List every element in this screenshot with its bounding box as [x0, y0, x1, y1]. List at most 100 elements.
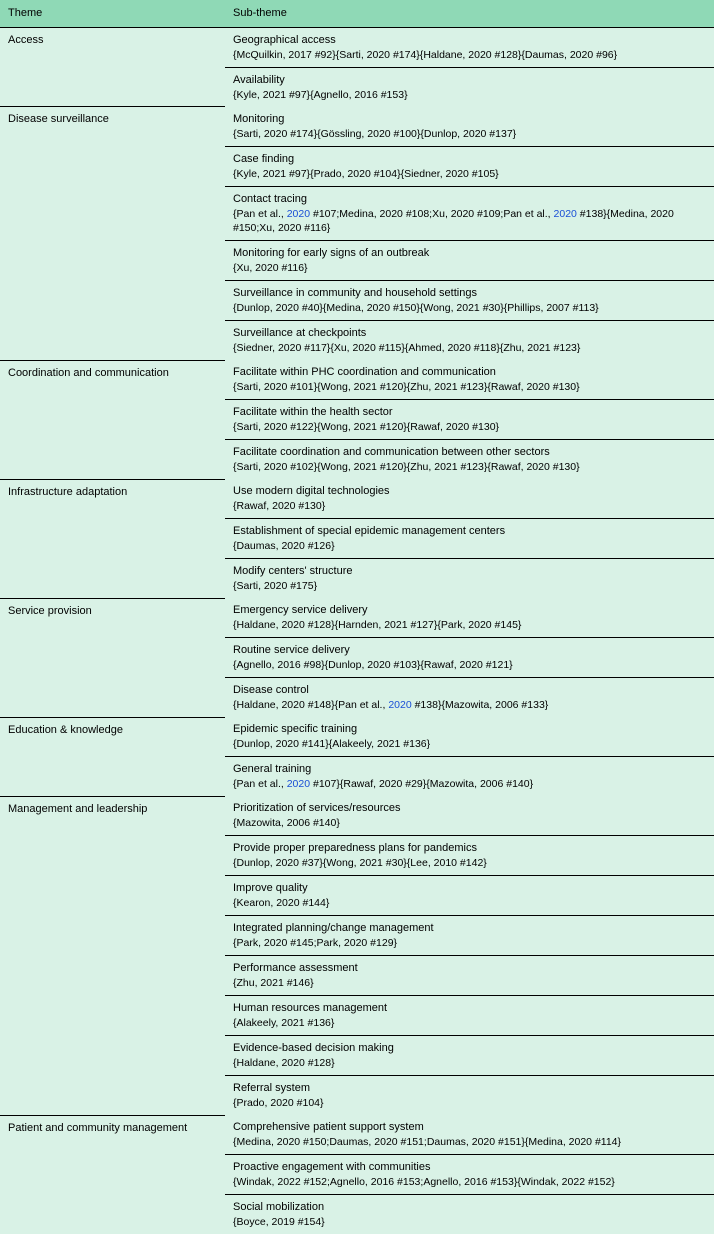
theme-label: Education & knowledge — [8, 724, 123, 736]
subtheme-refs: {Medina, 2020 #150;Daumas, 2020 #151;Dau… — [233, 1135, 706, 1149]
subtheme-title: Disease control — [233, 683, 706, 698]
subtheme-title: Availability — [233, 73, 706, 88]
subtheme-cell: Comprehensive patient support system{Med… — [225, 1115, 714, 1155]
theme-label: Coordination and communication — [8, 367, 169, 379]
subtheme-refs: {Kyle, 2021 #97}{Agnello, 2016 #153} — [233, 88, 706, 102]
table-row: Coordination and communication Facilitate… — [0, 360, 714, 400]
subtheme-title: Routine service delivery — [233, 643, 706, 658]
table-row: Management and leadership Prioritization … — [0, 796, 714, 836]
theme-label: Service provision — [8, 605, 92, 617]
subtheme-title: Case finding — [233, 152, 706, 167]
themes-table: Theme Sub-theme AccessGeographical acces… — [0, 0, 714, 1234]
theme-cell: Disease surveillance — [0, 107, 225, 360]
subtheme-cell: Facilitate coordination and communicatio… — [225, 440, 714, 480]
theme-cell: Management and leadership — [0, 796, 225, 1115]
subtheme-cell: Evidence-based decision making{Haldane, … — [225, 1036, 714, 1076]
subtheme-cell: Facilitate within PHC coordination and c… — [225, 360, 714, 400]
subtheme-cell: Routine service delivery{Agnello, 2016 #… — [225, 638, 714, 678]
subtheme-cell: Performance assessment{Zhu, 2021 #146} — [225, 956, 714, 996]
theme-label: Infrastructure adaptation — [8, 486, 127, 498]
subtheme-cell: Facilitate within the health sector{Sart… — [225, 400, 714, 440]
subtheme-title: Improve quality — [233, 881, 706, 896]
subtheme-title: Use modern digital technologies — [233, 484, 706, 499]
subtheme-cell: Integrated planning/change management{Pa… — [225, 916, 714, 956]
header-row: Theme Sub-theme — [0, 0, 714, 27]
subtheme-cell: Disease control{Haldane, 2020 #148}{Pan … — [225, 678, 714, 718]
subtheme-cell: Referral system{Prado, 2020 #104} — [225, 1076, 714, 1116]
subtheme-refs: {Kearon, 2020 #144} — [233, 896, 706, 910]
subtheme-refs: {Alakeely, 2021 #136} — [233, 1016, 706, 1030]
subtheme-refs: {Daumas, 2020 #126} — [233, 539, 706, 553]
table-row: AccessGeographical access{McQuilkin, 201… — [0, 27, 714, 67]
table-row: Patient and community management Comprehe… — [0, 1115, 714, 1155]
subtheme-refs: {Sarti, 2020 #101}{Wong, 2021 #120}{Zhu,… — [233, 380, 706, 394]
subtheme-cell: Geographical access{McQuilkin, 2017 #92}… — [225, 27, 714, 67]
theme-label: Patient and community management — [8, 1122, 187, 1134]
theme-cell: Coordination and communication — [0, 360, 225, 479]
subtheme-refs: {Pan et al., 2020 #107}{Rawaf, 2020 #29}… — [233, 777, 706, 791]
subtheme-cell: Proactive engagement with communities{Wi… — [225, 1155, 714, 1195]
subtheme-cell: Modify centers' structure{Sarti, 2020 #1… — [225, 559, 714, 599]
subtheme-cell: Contact tracing{Pan et al., 2020 #107;Me… — [225, 186, 714, 240]
subtheme-cell: Surveillance at checkpoints{Siedner, 202… — [225, 321, 714, 361]
subtheme-refs: {Sarti, 2020 #102}{Wong, 2021 #120}{Zhu,… — [233, 460, 706, 474]
subtheme-title: Monitoring for early signs of an outbrea… — [233, 246, 706, 261]
subtheme-title: Proactive engagement with communities — [233, 1160, 706, 1175]
subtheme-title: Social mobilization — [233, 1200, 706, 1215]
subtheme-refs: {Agnello, 2016 #98}{Dunlop, 2020 #103}{R… — [233, 658, 706, 672]
theme-cell: Infrastructure adaptation — [0, 479, 225, 598]
subtheme-cell: Monitoring{Sarti, 2020 #174}{Gössling, 2… — [225, 107, 714, 147]
subtheme-refs: {Zhu, 2021 #146} — [233, 976, 706, 990]
col-subtheme: Sub-theme — [225, 0, 714, 27]
subtheme-title: Performance assessment — [233, 961, 706, 976]
subtheme-refs: {Sarti, 2020 #175} — [233, 579, 706, 593]
subtheme-cell: Prioritization of services/resources{Maz… — [225, 796, 714, 836]
subtheme-title: Contact tracing — [233, 192, 706, 207]
subtheme-refs: {Park, 2020 #145;Park, 2020 #129} — [233, 936, 706, 950]
subtheme-title: Facilitate within PHC coordination and c… — [233, 365, 706, 380]
subtheme-title: Prioritization of services/resources — [233, 801, 706, 816]
subtheme-refs: {Boyce, 2019 #154} — [233, 1215, 706, 1229]
subtheme-cell: Case finding{Kyle, 2021 #97}{Prado, 2020… — [225, 146, 714, 186]
theme-label: Management and leadership — [8, 803, 147, 815]
subtheme-cell: Provide proper preparedness plans for pa… — [225, 836, 714, 876]
subtheme-refs: {Haldane, 2020 #148}{Pan et al., 2020 #1… — [233, 698, 706, 712]
subtheme-refs: {Dunlop, 2020 #141}{Alakeely, 2021 #136} — [233, 737, 706, 751]
subtheme-cell: Establishment of special epidemic manage… — [225, 519, 714, 559]
subtheme-refs: {Mazowita, 2006 #140} — [233, 816, 706, 830]
subtheme-title: Facilitate within the health sector — [233, 405, 706, 420]
table-row: Education & knowledge Epidemic specific t… — [0, 717, 714, 757]
subtheme-title: Surveillance in community and household … — [233, 286, 706, 301]
subtheme-cell: Availability{Kyle, 2021 #97}{Agnello, 20… — [225, 67, 714, 107]
subtheme-refs: {McQuilkin, 2017 #92}{Sarti, 2020 #174}{… — [233, 48, 706, 62]
subtheme-cell: Social mobilization{Boyce, 2019 #154} — [225, 1195, 714, 1234]
subtheme-refs: {Sarti, 2020 #122}{Wong, 2021 #120}{Rawa… — [233, 420, 706, 434]
subtheme-cell: Emergency service delivery{Haldane, 2020… — [225, 598, 714, 638]
subtheme-title: Monitoring — [233, 112, 706, 127]
theme-cell: Patient and community management — [0, 1115, 225, 1234]
subtheme-title: Comprehensive patient support system — [233, 1120, 706, 1135]
subtheme-refs: {Dunlop, 2020 #37}{Wong, 2021 #30}{Lee, … — [233, 856, 706, 870]
subtheme-cell: Epidemic specific training{Dunlop, 2020 … — [225, 717, 714, 757]
subtheme-cell: General training{Pan et al., 2020 #107}{… — [225, 757, 714, 797]
table-row: Service provision Emergency service deliv… — [0, 598, 714, 638]
col-theme: Theme — [0, 0, 225, 27]
subtheme-refs: {Windak, 2022 #152;Agnello, 2016 #153;Ag… — [233, 1175, 706, 1189]
subtheme-refs: {Prado, 2020 #104} — [233, 1096, 706, 1110]
subtheme-refs: {Pan et al., 2020 #107;Medina, 2020 #108… — [233, 207, 706, 235]
theme-cell: Access — [0, 27, 225, 107]
theme-cell: Service provision — [0, 598, 225, 717]
subtheme-title: Geographical access — [233, 33, 706, 48]
subtheme-refs: {Kyle, 2021 #97}{Prado, 2020 #104}{Siedn… — [233, 167, 706, 181]
subtheme-title: Evidence-based decision making — [233, 1041, 706, 1056]
subtheme-cell: Surveillance in community and household … — [225, 281, 714, 321]
subtheme-title: Modify centers' structure — [233, 564, 706, 579]
subtheme-refs: {Dunlop, 2020 #40}{Medina, 2020 #150}{Wo… — [233, 301, 706, 315]
subtheme-title: Referral system — [233, 1081, 706, 1096]
subtheme-cell: Human resources management{Alakeely, 202… — [225, 996, 714, 1036]
theme-cell: Education & knowledge — [0, 717, 225, 796]
subtheme-cell: Use modern digital technologies{Rawaf, 2… — [225, 479, 714, 519]
subtheme-title: Integrated planning/change management — [233, 921, 706, 936]
subtheme-cell: Monitoring for early signs of an outbrea… — [225, 241, 714, 281]
subtheme-refs: {Rawaf, 2020 #130} — [233, 499, 706, 513]
